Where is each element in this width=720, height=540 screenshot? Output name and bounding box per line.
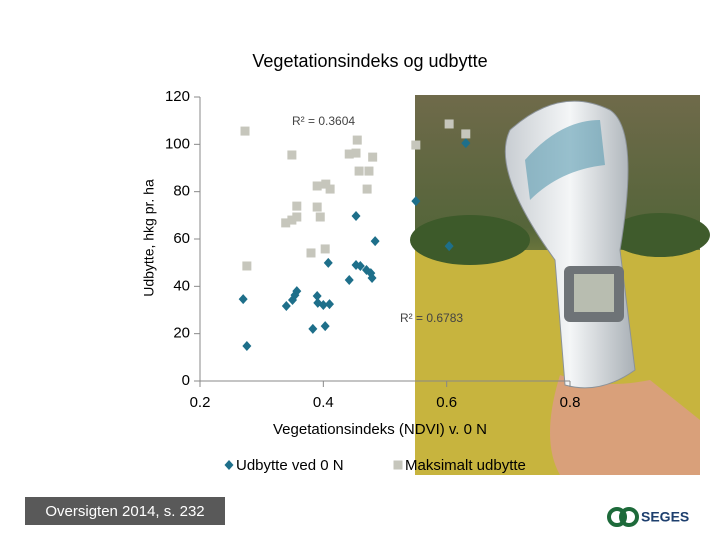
point — [325, 184, 335, 194]
point — [321, 179, 331, 189]
point — [411, 196, 421, 207]
point — [281, 300, 291, 311]
point — [444, 119, 454, 129]
point — [312, 181, 322, 191]
y-tick-label: 0 — [182, 372, 190, 389]
plot: 0 20 40 60 80 100 120 0.2 0.4 0.6 0.8 R² = 0.3604 R²… — [165, 88, 580, 474]
legend-swatch — [393, 460, 403, 470]
photo — [410, 95, 710, 475]
point — [355, 260, 365, 271]
y-tick-label: 80 — [173, 183, 190, 200]
x-tick-label: 0.4 — [313, 394, 334, 411]
point — [461, 129, 471, 139]
annotation: R² = 0.3604 — [292, 114, 355, 128]
point — [354, 166, 364, 176]
y-tick-label: 20 — [173, 325, 190, 342]
point — [461, 138, 471, 149]
point — [312, 291, 322, 302]
x-axis-label: Vegetationsindeks (NDVI) v. 0 N — [273, 421, 487, 438]
point — [320, 244, 330, 254]
point — [362, 184, 372, 194]
point — [320, 321, 330, 332]
point — [325, 299, 334, 310]
point — [364, 166, 374, 176]
legend-swatch — [224, 460, 234, 470]
legend-label: Udbytte ved 0 N — [236, 457, 344, 474]
x-tick-label: 0.2 — [190, 394, 211, 411]
y-axis-label: Udbytte, hkg pr. ha — [141, 179, 157, 297]
x-tick-label: 0.6 — [436, 394, 457, 411]
point — [351, 148, 361, 158]
point — [292, 286, 302, 297]
point — [370, 236, 380, 247]
point — [318, 300, 328, 311]
point — [238, 294, 248, 305]
point — [287, 150, 297, 160]
point — [352, 135, 362, 145]
source-box — [25, 497, 225, 525]
legend-label: Maksimalt udbytte — [405, 457, 526, 474]
point — [351, 211, 361, 222]
point — [306, 248, 316, 258]
point — [368, 152, 378, 162]
point — [315, 212, 325, 222]
source: Oversigten 2014, s. 232 — [45, 503, 204, 520]
y-tick-label: 120 — [165, 88, 190, 105]
chart-title: Vegetationsindeks og udbytte — [252, 51, 487, 71]
logo: SEGES — [641, 509, 689, 525]
point — [344, 274, 354, 285]
point — [281, 218, 291, 228]
point — [312, 202, 322, 212]
point — [308, 323, 318, 334]
point — [411, 140, 421, 150]
point — [292, 201, 302, 211]
x-tick-label: 0.8 — [560, 394, 581, 411]
y-tick-label: 40 — [173, 277, 190, 294]
logo-mark — [607, 507, 639, 527]
point — [323, 257, 333, 268]
point — [367, 273, 377, 284]
point — [240, 126, 250, 136]
y-tick-label: 60 — [173, 230, 190, 247]
annotation: R² = 0.6783 — [400, 311, 463, 325]
point — [292, 212, 302, 222]
point — [287, 215, 297, 225]
point — [242, 261, 252, 271]
point — [344, 149, 354, 159]
y-tick-label: 100 — [165, 135, 190, 152]
point — [444, 241, 454, 252]
point — [242, 340, 252, 351]
